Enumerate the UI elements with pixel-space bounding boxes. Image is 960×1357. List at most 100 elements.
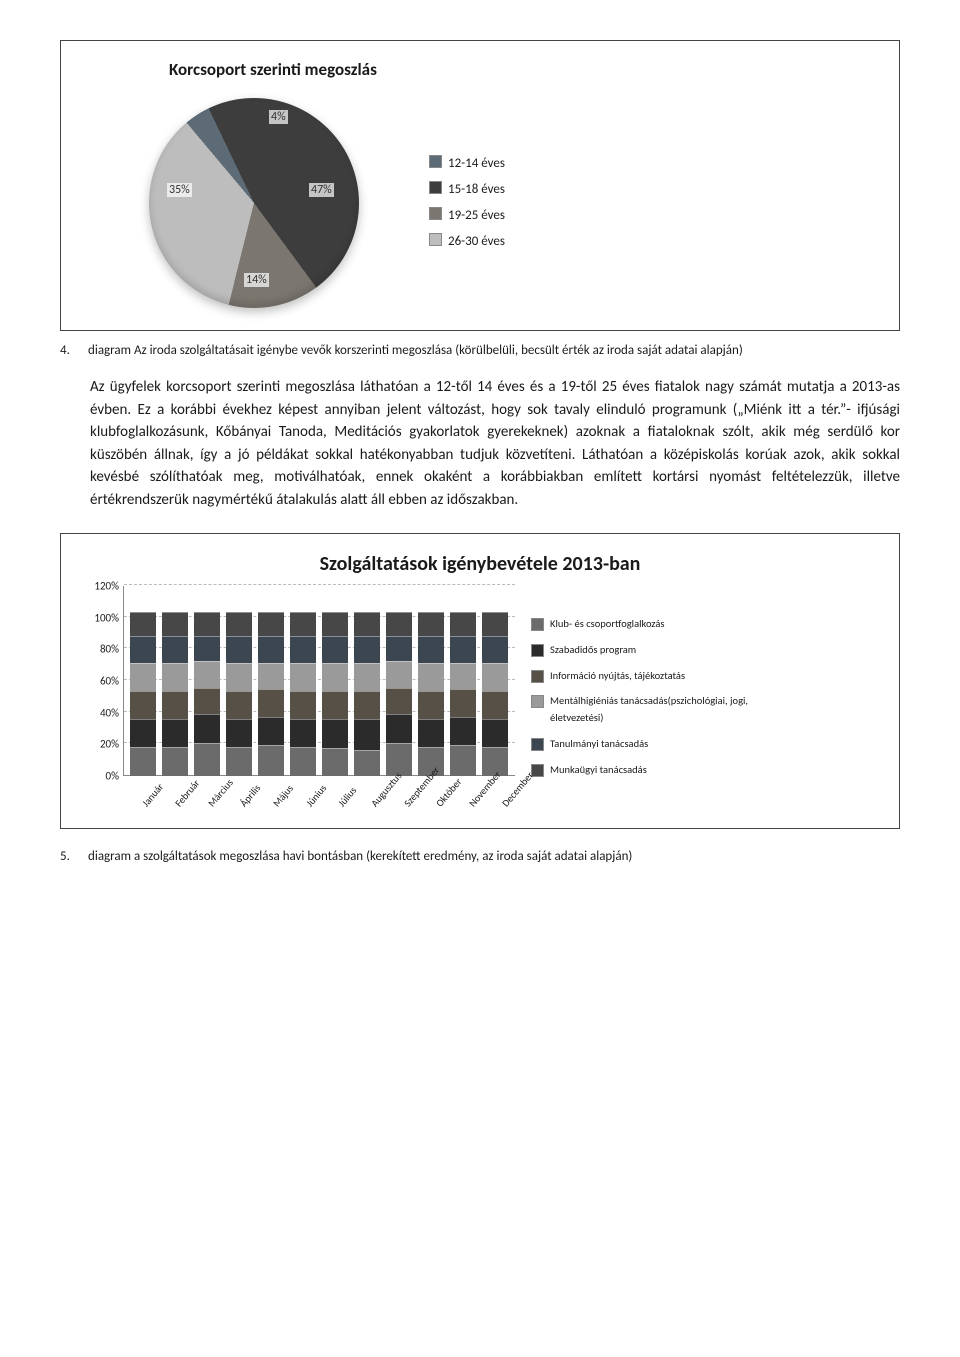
x-tick-label: Június xyxy=(303,782,329,810)
bar-segment xyxy=(130,612,156,637)
bar-segment xyxy=(290,636,316,662)
bar-column xyxy=(386,586,412,776)
legend-swatch xyxy=(531,670,544,683)
caption-5-text: diagram a szolgáltatások megoszlása havi… xyxy=(88,849,632,864)
legend-label: Szabadidős program xyxy=(550,642,636,659)
bar-column xyxy=(450,586,476,776)
bar-segment xyxy=(418,612,444,637)
legend-swatch xyxy=(531,738,544,751)
bar-column xyxy=(162,586,188,776)
bar-segment xyxy=(290,612,316,637)
bar-segment xyxy=(418,719,444,747)
bar-segment xyxy=(130,691,156,719)
pie-legend: 12-14 éves 15-18 éves 19-25 éves 26-30 éves xyxy=(429,151,505,255)
services-legend: Klub- és csoportfoglalkozás Szabadidős pr… xyxy=(531,586,780,806)
caption-5: 5. diagram a szolgáltatások megoszlása h… xyxy=(60,849,900,864)
bar-segment xyxy=(258,636,284,662)
bar-segment xyxy=(226,747,252,777)
bar-segment xyxy=(482,612,508,637)
bar-segment xyxy=(450,636,476,662)
bar-segment xyxy=(354,663,380,691)
bar-segment xyxy=(194,661,220,687)
bar-segment xyxy=(322,719,348,749)
bar-segment xyxy=(226,719,252,747)
bar-segment xyxy=(194,636,220,661)
legend-swatch xyxy=(429,233,442,246)
caption-4-num: 4. xyxy=(60,343,76,358)
services-chart-body: 0%20%40%60%80%100%120% JanuárFebruárMárc… xyxy=(79,586,881,806)
caption-4: 4. diagram Az iroda szolgáltatásait igén… xyxy=(60,343,900,358)
bar-column xyxy=(354,586,380,776)
legend-label: 26-30 éves xyxy=(448,234,505,249)
bar-segment xyxy=(386,661,412,687)
bar-segment xyxy=(322,691,348,719)
bar-segment xyxy=(354,719,380,750)
legend-label: 12-14 éves xyxy=(448,156,505,171)
y-tick-label: 20% xyxy=(100,738,119,751)
bar-segment xyxy=(162,747,188,777)
legend-item: 26-30 éves xyxy=(429,229,505,255)
bar-column xyxy=(482,586,508,776)
legend-swatch xyxy=(429,207,442,220)
bar-column xyxy=(322,586,348,776)
legend-item: Klub- és csoportfoglalkozás xyxy=(531,616,780,633)
legend-label: Munkaügyi tanácsadás xyxy=(550,762,647,779)
bar-segment xyxy=(418,691,444,719)
bar-segment xyxy=(450,612,476,637)
y-tick-label: 120% xyxy=(94,580,119,593)
bar-segment xyxy=(322,612,348,637)
bar-column xyxy=(418,586,444,776)
legend-swatch xyxy=(429,155,442,168)
bar-segment xyxy=(450,745,476,776)
x-axis-labels: JanuárFebruárMárciusÁprilisMájusJúniusJú… xyxy=(123,776,515,812)
pie-chart: 4%47%14%35% xyxy=(149,98,359,308)
bar-segment xyxy=(162,612,188,637)
bar-segment xyxy=(194,688,220,714)
bar-segment xyxy=(418,636,444,662)
bar-segment xyxy=(450,663,476,689)
bar-segment xyxy=(354,612,380,637)
legend-swatch xyxy=(531,618,544,631)
bar-segment xyxy=(482,636,508,662)
bar-segment xyxy=(130,663,156,691)
bar-segment xyxy=(194,743,220,776)
bar-segment xyxy=(258,689,284,717)
bar-segment xyxy=(354,691,380,719)
bar-segment xyxy=(482,663,508,691)
x-tick-label: Március xyxy=(205,776,236,809)
legend-label: 19-25 éves xyxy=(448,208,505,223)
bar-segment xyxy=(226,663,252,691)
bar-segment xyxy=(130,719,156,747)
x-tick-label: Augusztus xyxy=(368,769,405,809)
bar-segment xyxy=(194,714,220,744)
legend-label: 15-18 éves xyxy=(448,182,505,197)
services-chart-frame: Szolgáltatások igénybevétele 2013-ban 0%… xyxy=(60,533,900,829)
bar-segment xyxy=(354,636,380,662)
bar-segment xyxy=(162,636,188,662)
legend-swatch xyxy=(531,644,544,657)
x-tick-label: Január xyxy=(139,780,166,809)
bar-segment xyxy=(386,714,412,744)
legend-swatch xyxy=(531,695,544,708)
bar-segment xyxy=(130,636,156,662)
legend-swatch xyxy=(429,181,442,194)
bar-segment xyxy=(258,717,284,745)
legend-item: 12-14 éves xyxy=(429,151,505,177)
bar-segment xyxy=(130,747,156,777)
bar-segment xyxy=(482,691,508,719)
legend-label: Klub- és csoportfoglalkozás xyxy=(550,616,664,633)
age-chart-body: 4%47%14%35% 12-14 éves 15-18 éves 19-25 év… xyxy=(79,98,881,308)
bar-column xyxy=(130,586,156,776)
bar-segment xyxy=(386,636,412,661)
bar-segment xyxy=(450,717,476,745)
bar-segment xyxy=(290,719,316,747)
x-tick-label: Július xyxy=(335,784,359,809)
body-paragraph: Az ügyfelek korcsoport szerinti megoszlá… xyxy=(90,376,900,511)
bar-segment xyxy=(258,612,284,637)
bar-segment xyxy=(226,691,252,719)
y-tick-label: 40% xyxy=(100,706,119,719)
legend-item: Munkaügyi tanácsadás xyxy=(531,762,780,779)
bar-segment xyxy=(194,612,220,637)
gridline xyxy=(124,584,515,585)
pie-slice-label: 47% xyxy=(309,183,334,197)
